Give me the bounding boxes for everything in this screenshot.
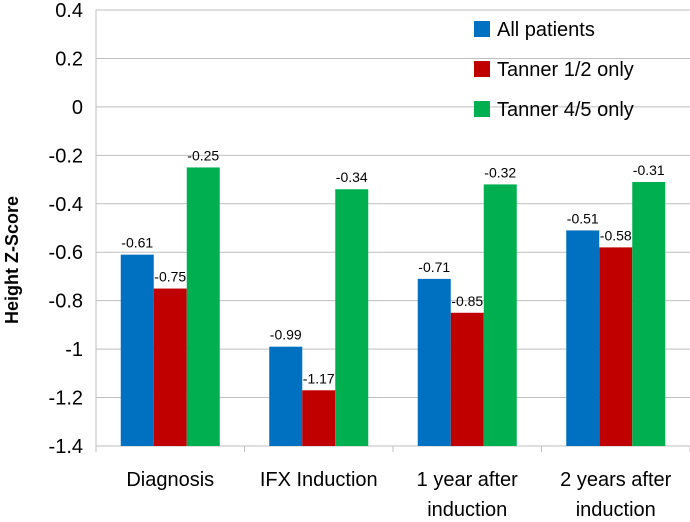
legend-swatch xyxy=(474,61,490,77)
y-tick-label: 0.2 xyxy=(55,48,83,70)
bar xyxy=(186,167,220,446)
category-label: induction xyxy=(427,499,507,521)
category-labels: Diagnosis IFX Induction 1 year after induct… xyxy=(126,469,671,521)
category-label: 1 year after xyxy=(417,469,519,491)
y-tick-label: 0.4 xyxy=(55,0,83,22)
bar xyxy=(302,390,336,446)
bar xyxy=(269,346,303,446)
bar xyxy=(153,288,187,446)
data-label: -0.34 xyxy=(336,169,368,185)
bar xyxy=(335,189,369,446)
bar xyxy=(632,181,666,446)
data-label: -0.51 xyxy=(567,210,599,226)
bar xyxy=(120,254,154,446)
legend-label: Tanner 1/2 only xyxy=(497,59,634,81)
category-label: induction xyxy=(576,499,656,521)
legend-swatch xyxy=(474,101,490,117)
bar xyxy=(450,312,484,446)
bar xyxy=(417,278,451,446)
category-label: Diagnosis xyxy=(126,469,214,491)
category-label: 2 years after xyxy=(560,469,672,491)
legend-label: All patients xyxy=(497,19,595,41)
y-tick-label: -0.2 xyxy=(49,145,83,167)
bar xyxy=(483,184,517,446)
y-axis-label: Height Z-Score xyxy=(2,196,22,324)
category-label: IFX Induction xyxy=(260,469,378,491)
bars xyxy=(120,167,666,446)
data-label: -0.32 xyxy=(484,164,516,180)
data-label: -0.75 xyxy=(154,269,186,285)
data-label: -1.17 xyxy=(303,370,335,386)
bar xyxy=(566,230,600,446)
y-tick-label: -0.4 xyxy=(49,194,83,216)
y-tick-label: -1.2 xyxy=(49,388,83,410)
data-label: -0.85 xyxy=(451,293,483,309)
y-tick-label: -0.6 xyxy=(49,242,83,264)
data-label: -0.58 xyxy=(600,227,632,243)
y-tick-labels: 0.4 0.2 0 -0.2 -0.4 -0.6 -0.8 -1 -1.2 -1.4 xyxy=(49,0,83,458)
y-tick-label: -1.4 xyxy=(49,436,83,458)
legend: All patients Tanner 1/2 only Tanner 4/5 on… xyxy=(474,19,634,121)
y-tick-label: -0.8 xyxy=(49,291,83,313)
data-label: -0.71 xyxy=(418,259,450,275)
legend-swatch xyxy=(474,21,490,37)
data-label: -0.99 xyxy=(270,327,302,343)
bar xyxy=(599,247,633,446)
data-labels: -0.61 -0.99 -0.71 -0.51 -0.75 -1.17 -0.85 -0.58… xyxy=(121,147,665,386)
data-label: -0.25 xyxy=(187,147,219,163)
data-label: -0.31 xyxy=(633,162,665,178)
y-tick-label: 0 xyxy=(72,97,83,119)
data-label: -0.61 xyxy=(121,235,153,251)
legend-label: Tanner 4/5 only xyxy=(497,99,634,121)
y-tick-label: -1 xyxy=(65,339,83,361)
